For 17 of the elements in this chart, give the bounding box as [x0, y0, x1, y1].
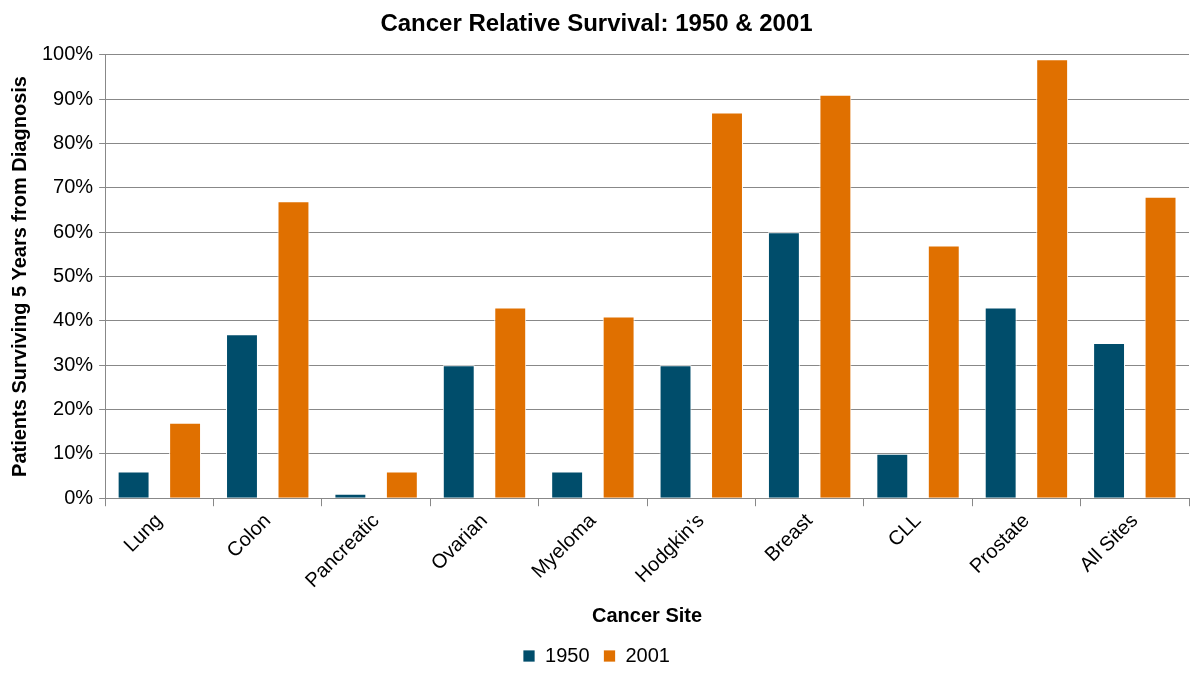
y-tick-label: 30% — [53, 352, 94, 375]
y-tick-label: 60% — [53, 219, 94, 242]
x-tick-label: CLL — [883, 508, 925, 551]
y-tick-label: 40% — [53, 308, 94, 331]
y-tick-label: 80% — [53, 131, 94, 153]
y-axis-title: Patients Surviving 5 Years from Diagnosis — [7, 76, 30, 477]
x-axis-title: Cancer Site — [592, 603, 703, 626]
y-tick-label: 20% — [53, 397, 94, 420]
y-tick-label: 70% — [53, 175, 94, 198]
y-tick-label: 50% — [53, 264, 94, 287]
legend-label: 2001 — [625, 643, 670, 666]
y-tick-label: 100% — [42, 42, 94, 65]
chart-title: Cancer Relative Survival: 1950 & 2001 — [380, 9, 813, 37]
y-tick-label: 0% — [64, 485, 94, 508]
y-tick-label: 10% — [53, 441, 94, 464]
legend-label: 1950 — [545, 643, 590, 666]
y-tick-label: 90% — [53, 86, 94, 109]
